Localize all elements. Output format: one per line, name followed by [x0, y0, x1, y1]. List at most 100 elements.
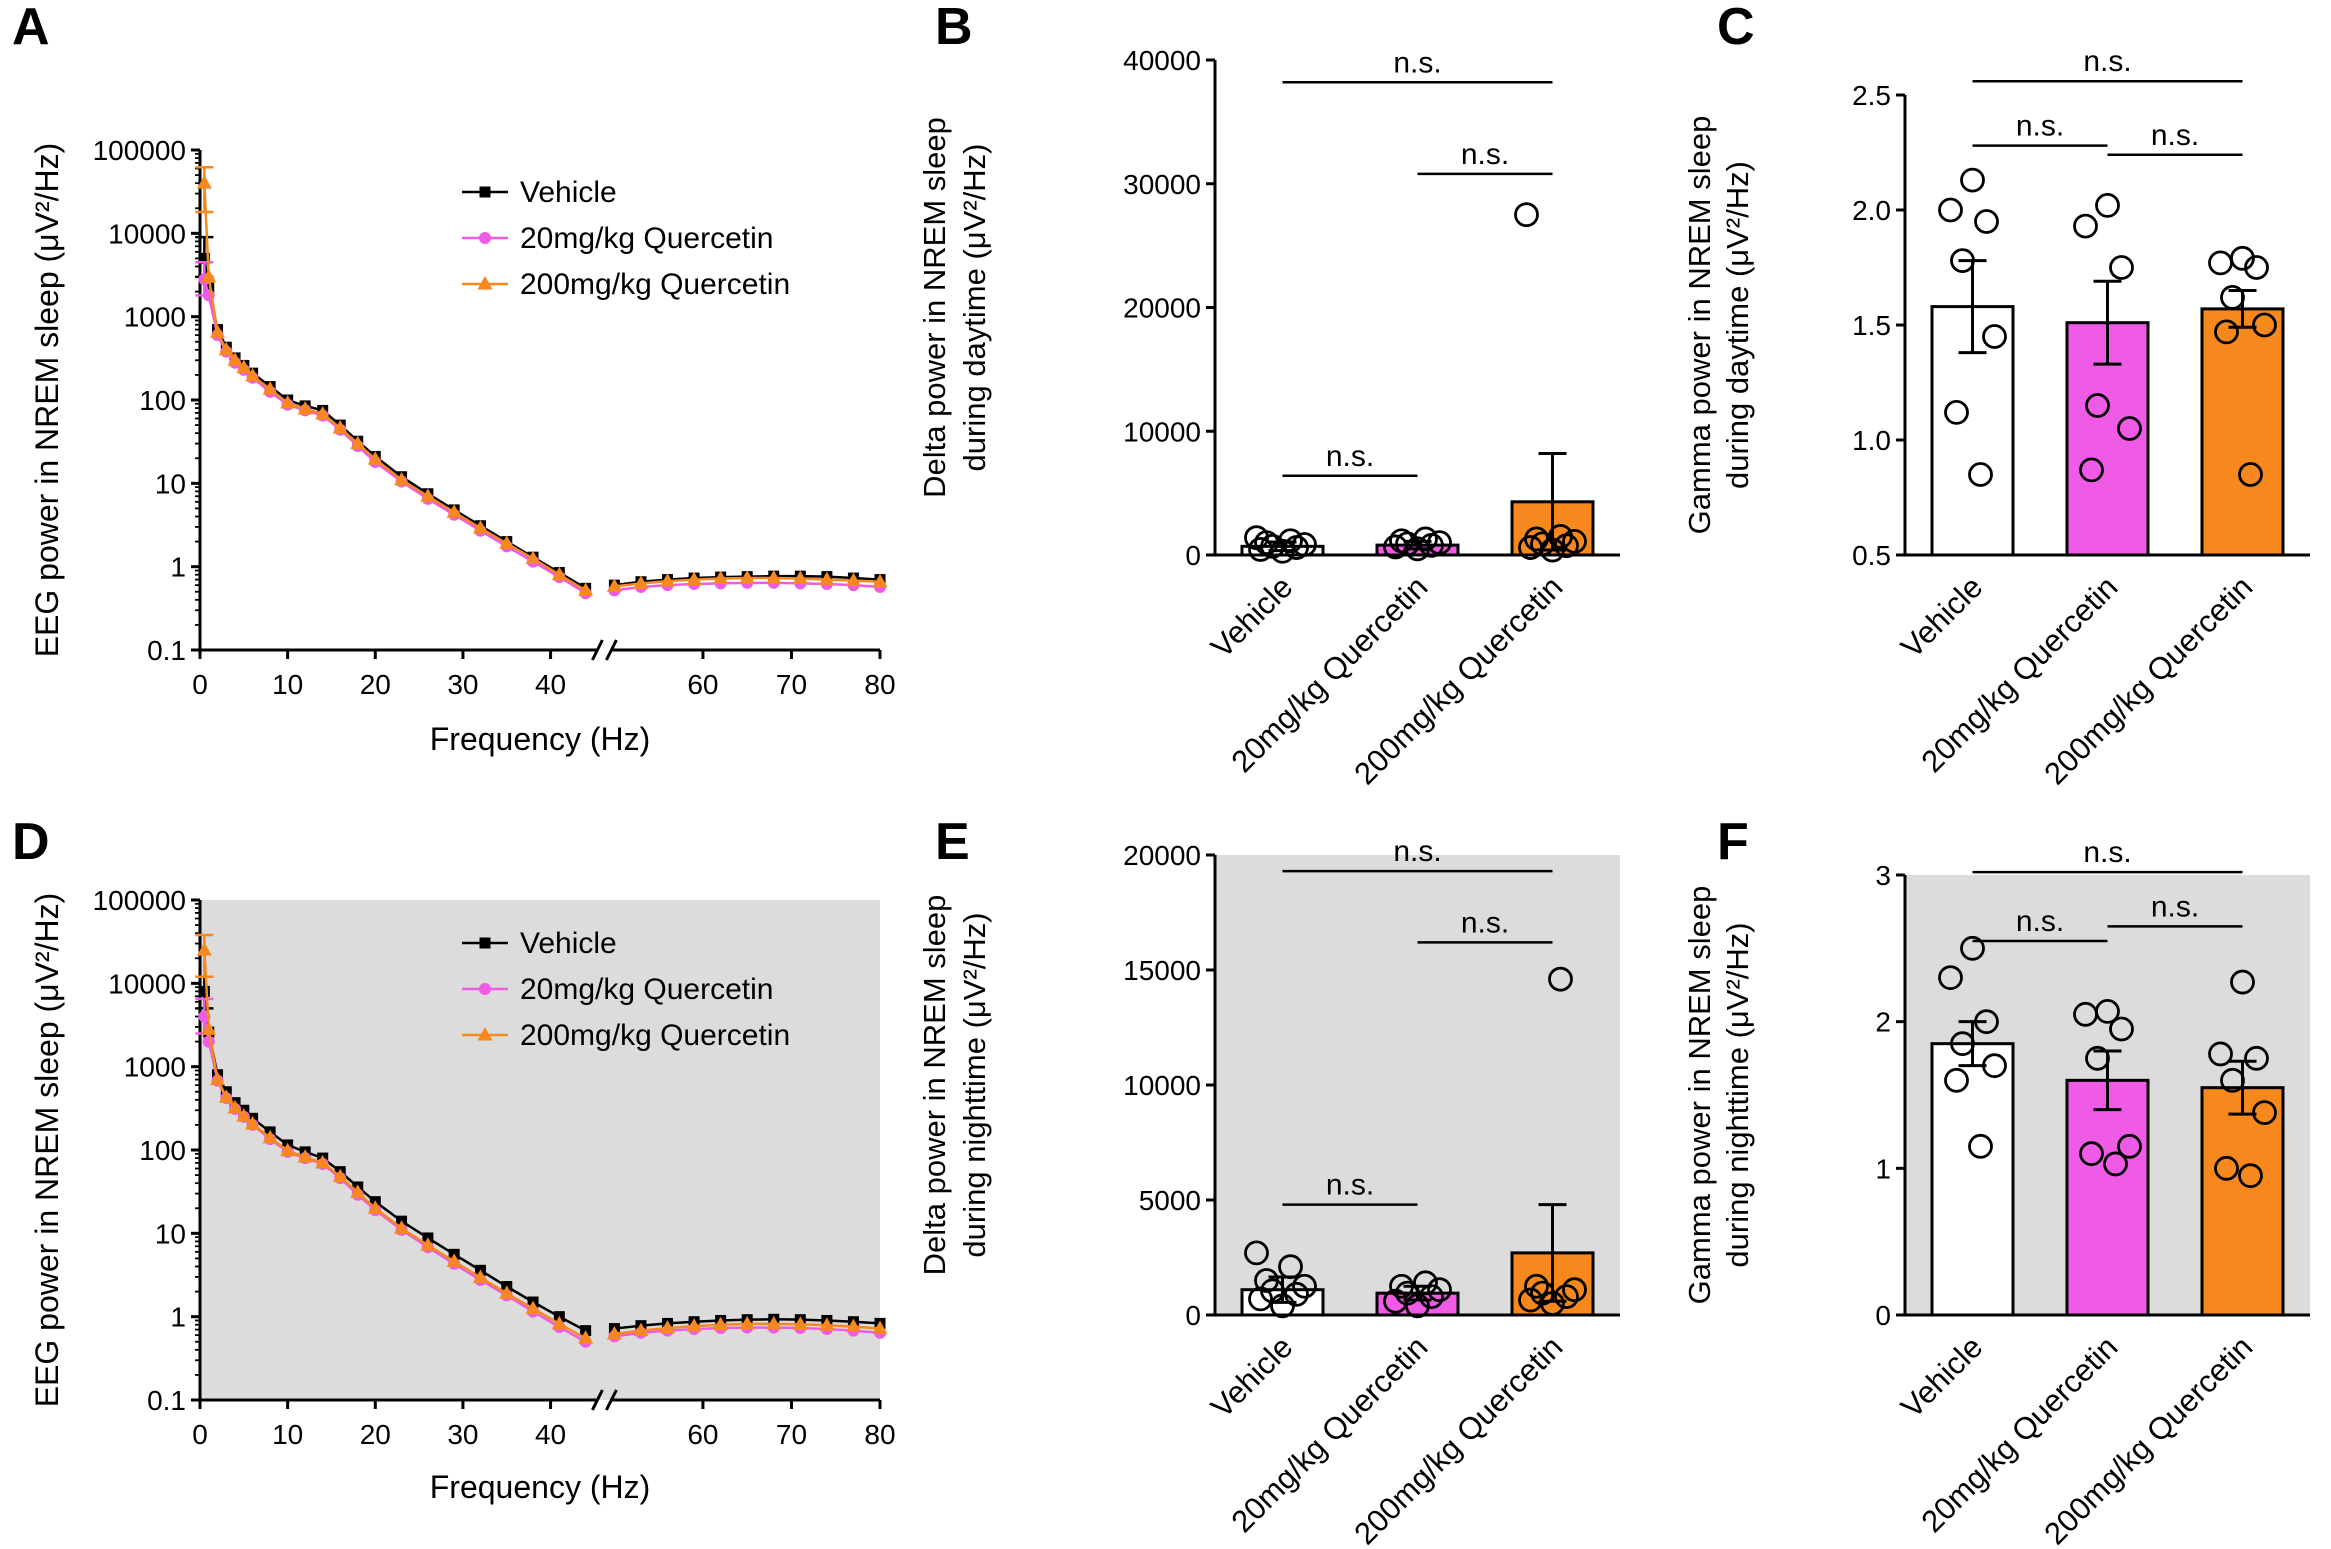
svg-text:100: 100: [139, 1135, 186, 1166]
svg-text:n.s.: n.s.: [1393, 46, 1441, 79]
panel-gamma-power-daytime: C 0.5 1.0 1.5 2.0 2.5 Vehicle 20mg/kg Querceti…: [1675, 0, 2331, 815]
svg-text:2.5: 2.5: [1852, 80, 1891, 111]
svg-text:2.0: 2.0: [1852, 195, 1891, 226]
svg-text:n.s.: n.s.: [1326, 1169, 1374, 1202]
svg-text:20000: 20000: [1123, 840, 1201, 871]
svg-text:0: 0: [1185, 540, 1201, 571]
svg-text:Delta power in NREM sleep: Delta power in NREM sleep: [917, 117, 952, 498]
svg-text:1.5: 1.5: [1852, 310, 1891, 341]
svg-text:Frequency (Hz): Frequency (Hz): [430, 1469, 651, 1505]
svg-text:10: 10: [272, 669, 303, 700]
svg-text:Gamma power in NREM sleep: Gamma power in NREM sleep: [1682, 116, 1717, 535]
svg-text:n.s.: n.s.: [2151, 119, 2199, 152]
svg-text:n.s.: n.s.: [2016, 905, 2064, 938]
panel-delta-power-nighttime: E 0 5000 10000 15000 20000 Vehicle 20mg/kg Que…: [905, 815, 1640, 1549]
svg-text:during daytime (μV²/Hz): during daytime (μV²/Hz): [1720, 161, 1755, 489]
svg-text:40: 40: [535, 1419, 566, 1450]
svg-text:100000: 100000: [93, 135, 186, 166]
svg-text:10000: 10000: [1123, 416, 1201, 447]
svg-text:200mg/kg Quercetin: 200mg/kg Quercetin: [520, 268, 790, 301]
svg-text:15000: 15000: [1123, 955, 1201, 986]
svg-text:1000: 1000: [124, 1052, 186, 1083]
svg-text:1: 1: [1875, 1153, 1891, 1184]
svg-text:0.5: 0.5: [1852, 540, 1891, 571]
svg-text:0.1: 0.1: [147, 1385, 186, 1416]
svg-text:Delta power in NREM sleep: Delta power in NREM sleep: [917, 895, 952, 1276]
svg-text:n.s.: n.s.: [2016, 110, 2064, 143]
svg-text:200mg/kg Quercetin: 200mg/kg Quercetin: [520, 1019, 790, 1052]
svg-text:n.s.: n.s.: [1326, 440, 1374, 473]
svg-text:20mg/kg Quercetin: 20mg/kg Quercetin: [520, 973, 773, 1006]
svg-text:n.s.: n.s.: [2083, 45, 2131, 78]
svg-text:30: 30: [447, 669, 478, 700]
panel-letter-e: E: [935, 813, 970, 871]
svg-text:Vehicle: Vehicle: [520, 176, 617, 209]
svg-text:70: 70: [776, 1419, 807, 1450]
svg-text:60: 60: [687, 1419, 718, 1450]
panel-eeg-spectrum-daytime: A 0.1 1 10 100 1000 10000 100000 0 10 20 30 40 60 70 8…: [0, 0, 900, 815]
svg-text:1: 1: [170, 1302, 186, 1333]
svg-text:0: 0: [1185, 1300, 1201, 1331]
panel-letter-c: C: [1717, 0, 1755, 56]
svg-text:Vehicle: Vehicle: [1204, 1329, 1299, 1424]
svg-text:10000: 10000: [108, 218, 186, 249]
svg-text:40: 40: [535, 669, 566, 700]
svg-text:30000: 30000: [1123, 169, 1201, 200]
svg-text:3: 3: [1875, 860, 1891, 891]
svg-text:20: 20: [360, 1419, 391, 1450]
svg-text:1000: 1000: [124, 302, 186, 333]
svg-text:Vehicle: Vehicle: [1204, 569, 1299, 664]
panel-letter-f: F: [1717, 813, 1749, 871]
eeg-spectrum-nighttime-chart: 0.1 1 10 100 1000 10000 100000 0 10 20 30 40 60 70 80 F…: [29, 885, 896, 1505]
svg-text:0: 0: [1875, 1300, 1891, 1331]
panel-letter-d: D: [12, 813, 50, 871]
svg-text:20: 20: [360, 669, 391, 700]
panel-letter-b: B: [935, 0, 973, 56]
svg-text:20mg/kg Quercetin: 20mg/kg Quercetin: [520, 222, 773, 255]
svg-text:60: 60: [687, 669, 718, 700]
svg-text:70: 70: [776, 669, 807, 700]
panel-letter-a: A: [12, 0, 50, 56]
svg-text:10000: 10000: [1123, 1070, 1201, 1101]
svg-text:10000: 10000: [108, 968, 186, 999]
panel-gamma-power-nighttime: F 0 1 2 3 Vehicle 20mg/kg Quercetin 200mg/kg Q…: [1675, 815, 2331, 1549]
svg-text:Gamma power in NREM sleep: Gamma power in NREM sleep: [1682, 886, 1717, 1305]
svg-text:during daytime (μV²/Hz): during daytime (μV²/Hz): [957, 144, 992, 472]
eeg-spectrum-daytime-chart: 0.1 1 10 100 1000 10000 100000 0 10 20 30 40 60 70 80 F…: [29, 135, 896, 757]
svg-text:EEG power in NREM sleep (μV²/H: EEG power in NREM sleep (μV²/Hz): [29, 893, 65, 1408]
svg-text:n.s.: n.s.: [1393, 835, 1441, 868]
svg-text:n.s.: n.s.: [1461, 906, 1509, 939]
svg-text:n.s.: n.s.: [2151, 890, 2199, 923]
svg-text:2: 2: [1875, 1007, 1891, 1038]
svg-text:Vehicle: Vehicle: [1894, 569, 1989, 664]
svg-text:30: 30: [447, 1419, 478, 1450]
svg-text:80: 80: [864, 1419, 895, 1450]
svg-text:Vehicle: Vehicle: [520, 927, 617, 960]
svg-text:1: 1: [170, 552, 186, 583]
svg-text:10: 10: [272, 1419, 303, 1450]
svg-text:during nighttime (μV²/Hz): during nighttime (μV²/Hz): [1720, 922, 1755, 1267]
svg-text:0.1: 0.1: [147, 635, 186, 666]
svg-text:40000: 40000: [1123, 45, 1201, 76]
svg-text:100000: 100000: [93, 885, 186, 916]
svg-text:100: 100: [139, 385, 186, 416]
svg-text:0: 0: [192, 1419, 208, 1450]
svg-text:during nighttime (μV²/Hz): during nighttime (μV²/Hz): [957, 912, 992, 1257]
svg-text:10: 10: [155, 1218, 186, 1249]
svg-text:n.s.: n.s.: [2083, 836, 2131, 869]
svg-text:10: 10: [155, 468, 186, 499]
svg-text:1.0: 1.0: [1852, 425, 1891, 456]
svg-text:20000: 20000: [1123, 293, 1201, 324]
svg-text:EEG power in NREM sleep (μV²/H: EEG power in NREM sleep (μV²/Hz): [29, 143, 65, 658]
svg-text:Frequency (Hz): Frequency (Hz): [430, 721, 651, 757]
svg-text:Vehicle: Vehicle: [1894, 1329, 1989, 1424]
panel-eeg-spectrum-nighttime: D 0.1 1 10 100 1000 10000 100000 0 10 20 30 40 60 70 8…: [0, 815, 900, 1549]
svg-text:n.s.: n.s.: [1461, 138, 1509, 171]
svg-text:0: 0: [192, 669, 208, 700]
svg-text:5000: 5000: [1139, 1185, 1201, 1216]
